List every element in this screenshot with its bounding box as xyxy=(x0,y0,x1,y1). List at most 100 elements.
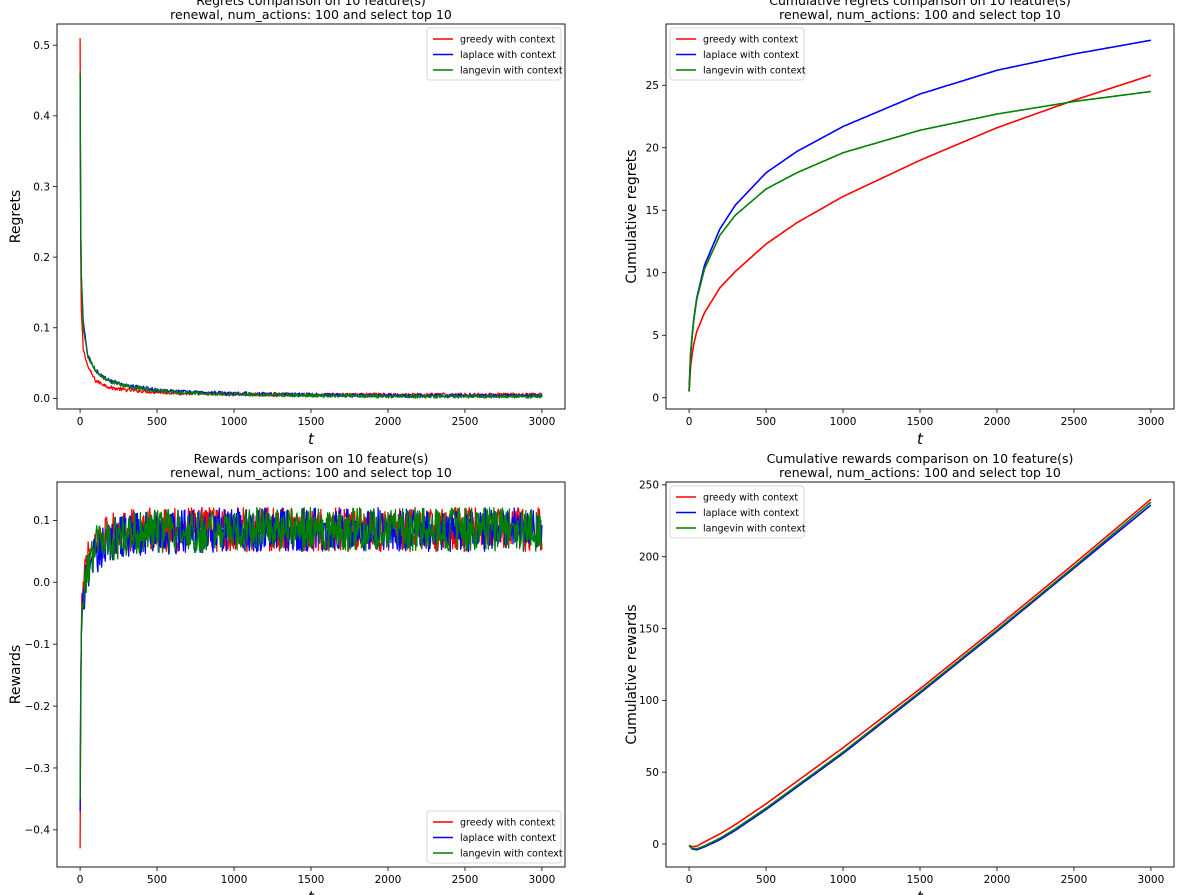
x-tick-label: 1500 xyxy=(907,416,934,428)
y-tick-label: −0.4 xyxy=(25,825,51,837)
legend-entry: laplace with context xyxy=(703,50,799,61)
legend-entry: langevin with context xyxy=(460,65,563,76)
chart-subtitle: renewal, num_actions: 100 and select top… xyxy=(170,7,452,22)
x-axis-label: t xyxy=(917,430,924,448)
y-tick-label: 10 xyxy=(646,268,659,280)
y-axis-label: Rewards xyxy=(8,645,24,704)
y-tick-label: 250 xyxy=(639,480,659,492)
axes-frame xyxy=(665,481,1175,868)
chart-subtitle: renewal, num_actions: 100 and select top… xyxy=(170,465,452,480)
y-tick-label: 0.5 xyxy=(33,40,50,52)
series-line-langevin xyxy=(688,90,1152,392)
y-tick-label: 0.3 xyxy=(33,181,50,193)
chart-2: 0 500 1000 1500 2000 2500 3000 0 5 10 15 20 25 Cumula… xyxy=(624,0,1175,448)
y-tick-label: −0.3 xyxy=(25,763,51,775)
x-tick-label: 2500 xyxy=(1061,874,1088,886)
y-tick-label: 0.0 xyxy=(33,393,50,405)
x-tick-label: 0 xyxy=(686,416,693,428)
legend-entry: langevin with context xyxy=(703,523,806,534)
chart-title: Cumulative regrets comparison on 10 feat… xyxy=(769,0,1071,8)
legend: greedy with context laplace with context l… xyxy=(669,27,806,81)
x-tick-label: 1000 xyxy=(830,874,857,886)
chart-3: 0 500 1000 1500 2000 2500 3000 −0.4 −0.3 −0.2 −0.1… xyxy=(8,451,566,895)
x-tick-label: 500 xyxy=(147,874,167,886)
x-tick-label: 0 xyxy=(686,874,693,886)
y-tick-label: 200 xyxy=(639,552,659,564)
chart-subtitle: renewal, num_actions: 100 and select top… xyxy=(779,465,1061,480)
x-tick-label: 1500 xyxy=(907,874,934,886)
legend-entry: greedy with context xyxy=(460,817,555,828)
x-tick-label: 3000 xyxy=(1138,416,1165,428)
chart-1: 0 500 1000 1500 2000 2500 3000 0.0 0.1 0.2 0.3 0.4 0… xyxy=(8,0,566,448)
y-tick-label: 0.0 xyxy=(33,577,50,589)
y-tick-label: 0 xyxy=(652,839,659,851)
legend-entry: greedy with context xyxy=(703,492,798,503)
y-axis-label: Regrets xyxy=(8,190,24,243)
axes-frame xyxy=(56,23,566,410)
y-axis-label: Cumulative regrets xyxy=(624,149,640,283)
series-line-greedy xyxy=(688,74,1152,392)
x-tick-label: 500 xyxy=(756,416,776,428)
y-tick-label: 100 xyxy=(639,695,659,707)
legend-box xyxy=(426,27,562,81)
y-axis-label: Cumulative rewards xyxy=(624,604,640,744)
x-tick-label: 3000 xyxy=(529,874,556,886)
legend-box xyxy=(426,810,562,864)
legend-box xyxy=(669,27,805,81)
series-line-greedy xyxy=(79,38,543,398)
series-line-langevin xyxy=(79,507,543,799)
x-tick-label: 500 xyxy=(147,416,167,428)
y-tick-label: 20 xyxy=(646,143,659,155)
legend-entry: greedy with context xyxy=(460,34,555,45)
y-tick-label: 25 xyxy=(646,80,659,92)
x-tick-label: 1500 xyxy=(298,416,325,428)
x-tick-label: 0 xyxy=(77,416,84,428)
x-tick-label: 2500 xyxy=(1061,416,1088,428)
x-tick-label: 2000 xyxy=(984,874,1011,886)
series-line-langevin xyxy=(688,501,1152,850)
chart-title: Rewards comparison on 10 feature(s) xyxy=(194,451,429,466)
legend: greedy with context laplace with context l… xyxy=(426,27,563,81)
legend-box xyxy=(669,485,805,539)
y-tick-label: 0.1 xyxy=(33,323,50,335)
legend-entry: langevin with context xyxy=(703,65,806,76)
y-tick-label: 15 xyxy=(646,205,659,217)
x-tick-label: 3000 xyxy=(529,416,556,428)
x-tick-label: 2500 xyxy=(452,416,479,428)
series-line-langevin xyxy=(79,73,543,399)
legend: greedy with context laplace with context l… xyxy=(426,810,563,864)
y-tick-label: 0.4 xyxy=(33,111,50,123)
y-tick-label: 5 xyxy=(652,330,659,342)
x-axis-label: t xyxy=(917,888,924,895)
x-tick-label: 1000 xyxy=(221,874,248,886)
y-tick-label: 0 xyxy=(652,393,659,405)
y-tick-label: −0.2 xyxy=(25,701,51,713)
x-tick-label: 2000 xyxy=(375,874,402,886)
x-tick-label: 3000 xyxy=(1138,874,1165,886)
y-tick-label: 0.1 xyxy=(33,515,50,527)
x-axis-label: t xyxy=(308,430,315,448)
x-tick-label: 1000 xyxy=(830,416,857,428)
legend-entry: laplace with context xyxy=(703,508,799,519)
x-tick-label: 0 xyxy=(77,874,84,886)
x-axis-label: t xyxy=(308,888,315,895)
legend-entry: laplace with context xyxy=(460,833,556,844)
chart-title: Regrets comparison on 10 feature(s) xyxy=(196,0,425,8)
x-tick-label: 1500 xyxy=(298,874,325,886)
x-tick-label: 2000 xyxy=(984,416,1011,428)
x-tick-label: 2000 xyxy=(375,416,402,428)
y-tick-label: −0.1 xyxy=(25,639,51,651)
y-tick-label: 150 xyxy=(639,623,659,635)
x-tick-label: 1000 xyxy=(221,416,248,428)
chart-4: 0 500 1000 1500 2000 2500 3000 0 50 100 150 200 250 C… xyxy=(624,451,1175,895)
legend-entry: greedy with context xyxy=(703,34,798,45)
series-line-greedy xyxy=(79,506,543,849)
series-line-laplace xyxy=(688,39,1152,392)
legend: greedy with context laplace with context l… xyxy=(669,485,806,539)
legend-entry: langevin with context xyxy=(460,848,563,859)
series-line-laplace xyxy=(79,507,543,812)
series-line-laplace xyxy=(79,73,543,399)
x-tick-label: 500 xyxy=(756,874,776,886)
axes-frame xyxy=(665,23,1175,410)
